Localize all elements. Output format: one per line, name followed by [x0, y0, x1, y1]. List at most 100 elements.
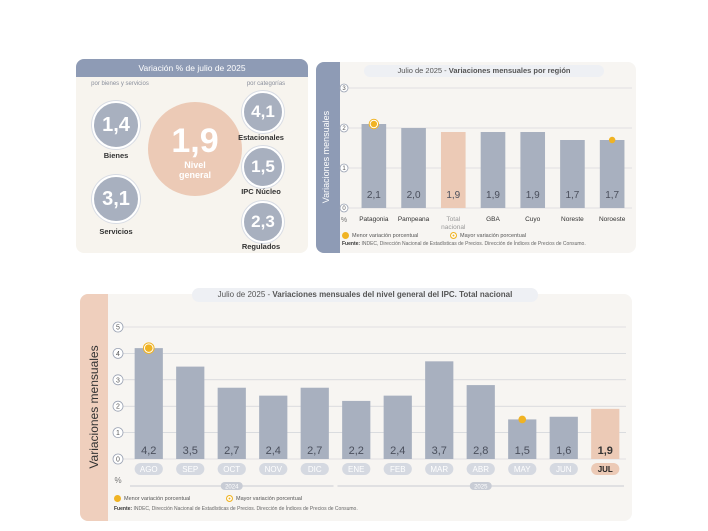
min-marker-icon [342, 232, 349, 239]
y-tick-marker [112, 374, 124, 386]
regulated-circle: 2,3 [242, 201, 284, 243]
categories-subtitle: por categorías [246, 81, 286, 87]
y-tick-label: 2 [116, 404, 120, 411]
category-pill [508, 463, 537, 475]
monthly-chart-panel: Variaciones mensuales Julio de 2025 - Va… [80, 288, 632, 521]
category-label: JUN [556, 465, 572, 474]
region-legend-min: Menor variación porcentual [342, 232, 418, 239]
bar [466, 385, 495, 459]
min-marker [608, 136, 616, 144]
y-tick-label: 1 [342, 166, 346, 172]
services-label: Servicios [99, 227, 133, 236]
bar-value-label: 4,2 [141, 445, 156, 457]
services-circle: 3,1 [92, 175, 140, 223]
monthly-source-text: INDEC, Dirección Nacional de Estadística… [132, 506, 358, 512]
category-label: Pampeana [398, 216, 430, 223]
region-legend-min-label: Menor variación porcentual [352, 232, 419, 239]
y-tick-label: 3 [342, 86, 346, 92]
y-tick-marker [112, 321, 124, 333]
category-label: Cuyo [525, 216, 541, 223]
core-cpi-label: IPC Núcleo [241, 187, 281, 196]
monthly-source: Fuente: INDEC, Dirección Nacional de Est… [114, 506, 358, 512]
year-pill [220, 482, 243, 490]
y-tick-marker [112, 348, 124, 359]
bar [440, 132, 466, 208]
category-label: SEP [182, 465, 198, 474]
bar-value-label: 2,7 [224, 445, 239, 457]
bar [176, 366, 205, 459]
max-marker-dot [370, 120, 378, 128]
category-pill [591, 463, 620, 475]
category-pill [300, 463, 329, 475]
year-label: 2025 [474, 484, 488, 490]
max-marker-dot [144, 344, 153, 352]
bar-value-label: 3,7 [432, 445, 447, 457]
bar-value-label: 1,9 [486, 190, 500, 201]
monthly-chart-title-bold: Variaciones mensuales del nivel general … [272, 290, 513, 299]
monthly-legend-max-label: Mayor variación porcentual [236, 495, 303, 502]
category-summary-panel: Variación % de julio de 2025 por bienes … [76, 59, 308, 253]
bar-value-label: 1,6 [556, 445, 571, 457]
category-label: MAR [430, 465, 448, 474]
monthly-bar-chart: 0 1 2 3 4 5% 4,2 AGO 3,5 SEP 2,7 OCT 2,4 NOV 2,7 DIC 2,2… [112, 321, 626, 490]
category-label: MAY [514, 465, 531, 474]
category-label: Total [446, 216, 460, 223]
monthly-source-label: Fuente: [114, 506, 133, 512]
general-level-circle: 1,9 Nivel general [148, 102, 242, 196]
region-chart-title-prefix: Julio de 2025 - [397, 66, 449, 75]
y-tick-marker [339, 83, 349, 93]
y-tick-label: 1 [116, 430, 120, 437]
y-tick-label: 0 [342, 206, 346, 212]
region-chart-title: Julio de 2025 - Variaciones mensuales po… [364, 65, 604, 77]
bar [300, 387, 329, 459]
bar-value-label: 1,9 [526, 190, 540, 201]
y-unit-label: % [341, 217, 347, 224]
y-tick-label: 2 [342, 126, 346, 132]
bar-value-label: 1,7 [565, 190, 579, 201]
y-tick-label: 5 [116, 324, 120, 331]
y-tick-marker [112, 427, 124, 439]
region-bar-chart: 0 1 2 3% 2,1 Patagonia 2,0 Pampeana 1,9 Totalnaci… [339, 83, 632, 231]
region-legend-max: Mayor variación porcentual [450, 232, 526, 239]
bar-value-label: 2,2 [349, 445, 364, 457]
bar-value-label: 2,4 [390, 445, 405, 457]
category-label: GBA [486, 216, 500, 223]
bar-value-label: 1,5 [515, 445, 530, 457]
category-pill [134, 463, 163, 475]
bar [425, 361, 454, 459]
region-chart-title-bold: Variaciones mensuales por región [448, 66, 571, 75]
bar-value-label: 1,9 [598, 445, 613, 457]
min-marker-icon [114, 495, 121, 502]
bar [480, 132, 506, 208]
region-legend-max-label: Mayor variación porcentual [460, 232, 527, 239]
category-pill [259, 463, 288, 475]
category-pill [549, 463, 578, 475]
category-pill [176, 463, 205, 475]
bar [549, 416, 578, 459]
seasonal-circle: 4,1 [242, 91, 284, 133]
bar-value-label: 2,1 [367, 190, 381, 201]
category-label: ABR [473, 465, 490, 474]
region-chart-sidebar [316, 62, 340, 253]
region-source-text: INDEC, Dirección Nacional de Estadística… [360, 241, 586, 247]
category-label: Noroeste [599, 216, 626, 223]
monthly-legend-max: Mayor variación porcentual [226, 495, 302, 502]
regulated-label: Regulados [241, 242, 281, 251]
max-marker-icon [226, 495, 233, 502]
bar [383, 395, 412, 459]
seasonal-label: Estacionales [238, 133, 284, 142]
bar-value-label: 2,4 [266, 445, 281, 457]
category-label: FEB [390, 465, 406, 474]
y-tick-marker [339, 123, 349, 133]
max-marker-icon [450, 232, 457, 239]
bar [508, 419, 537, 459]
goods-label: Bienes [103, 151, 129, 160]
category-label: nacional [441, 224, 466, 231]
min-marker [518, 415, 527, 424]
region-chart-panel: Variaciones mensuales Julio de 2025 - Va… [316, 62, 636, 253]
bar [259, 395, 288, 459]
category-label: NOV [265, 465, 283, 474]
category-pill [466, 463, 495, 475]
y-tick-marker [339, 203, 349, 213]
bar [134, 348, 163, 459]
